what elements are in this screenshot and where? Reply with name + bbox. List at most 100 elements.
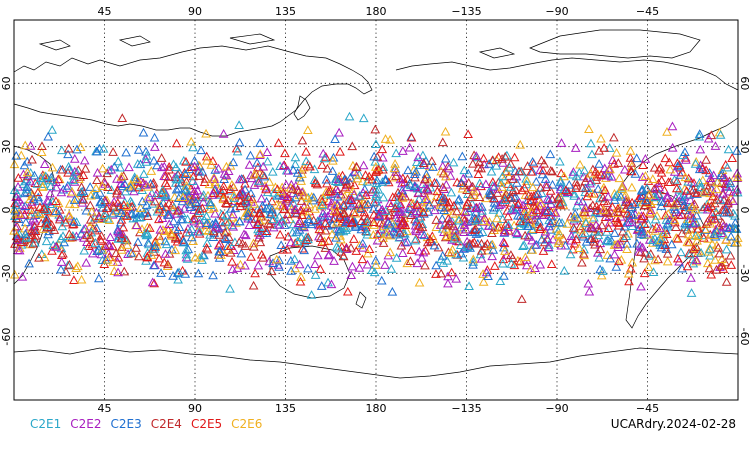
observation-marker — [18, 179, 29, 188]
observation-marker — [228, 209, 238, 219]
observation-marker — [341, 179, 352, 189]
observation-marker — [722, 198, 733, 208]
observation-marker — [625, 263, 636, 273]
observation-marker — [505, 158, 516, 168]
observation-marker — [583, 278, 594, 288]
observation-marker — [701, 180, 712, 190]
observation-marker — [594, 159, 604, 168]
observation-marker — [473, 169, 484, 179]
observation-marker — [261, 228, 272, 237]
observation-marker — [627, 210, 638, 219]
observation-marker — [222, 198, 232, 208]
observation-marker — [440, 232, 451, 242]
observation-marker — [701, 186, 712, 195]
observation-marker — [589, 233, 600, 243]
observation-marker — [150, 142, 160, 151]
observation-marker — [285, 255, 296, 265]
observation-marker — [358, 160, 369, 170]
observation-marker — [114, 227, 124, 237]
observation-marker — [692, 231, 703, 240]
observation-marker — [467, 158, 478, 168]
observation-marker — [578, 248, 589, 258]
observation-marker — [619, 164, 630, 174]
observation-marker — [49, 207, 59, 217]
observation-marker — [216, 209, 227, 219]
observation-marker — [688, 218, 699, 228]
observation-marker — [500, 190, 510, 199]
observation-marker — [254, 226, 265, 235]
observation-marker — [178, 155, 189, 165]
observation-marker — [590, 207, 601, 217]
observation-marker — [71, 263, 81, 273]
observation-marker — [337, 170, 348, 180]
observation-marker — [707, 208, 718, 218]
observation-marker — [168, 216, 179, 226]
observation-marker — [677, 209, 687, 219]
observation-marker — [511, 204, 522, 214]
observation-marker — [559, 184, 570, 193]
observation-marker — [351, 161, 362, 171]
observation-marker — [246, 252, 256, 261]
observation-marker — [644, 250, 654, 260]
lon-tick-label-top: −90 — [545, 5, 568, 18]
observation-marker — [41, 236, 52, 246]
observation-marker — [593, 230, 604, 240]
observation-marker — [555, 175, 566, 185]
observation-marker — [281, 179, 292, 189]
observation-marker — [39, 159, 50, 168]
observation-marker — [609, 228, 620, 237]
observation-marker — [487, 251, 498, 261]
observation-marker — [586, 221, 596, 231]
observation-marker — [19, 160, 30, 170]
observation-marker — [411, 206, 422, 215]
observation-marker — [346, 195, 357, 204]
lon-tick-label-top: 135 — [275, 5, 296, 18]
observation-marker — [624, 217, 635, 227]
observation-marker — [111, 248, 121, 258]
observation-marker — [584, 124, 594, 134]
observation-marker — [298, 191, 308, 200]
observation-marker — [685, 249, 695, 259]
observation-marker — [705, 218, 716, 228]
observation-marker — [181, 176, 192, 186]
observation-marker — [335, 230, 345, 240]
lat-tick-label-right: -60 — [738, 328, 750, 346]
observation-marker — [576, 224, 586, 234]
observation-marker — [362, 217, 373, 227]
observation-marker — [410, 235, 421, 245]
observation-marker — [598, 192, 608, 202]
observation-marker — [732, 184, 742, 194]
observation-marker — [612, 217, 623, 226]
observation-marker — [437, 195, 447, 204]
observation-marker — [126, 179, 136, 189]
observation-marker — [64, 259, 75, 269]
observation-marker — [67, 186, 77, 196]
observation-marker — [62, 180, 73, 190]
observation-marker — [639, 253, 649, 263]
observation-marker — [607, 201, 618, 211]
observation-marker — [129, 172, 140, 182]
observation-marker — [235, 201, 246, 211]
observation-marker — [256, 193, 267, 203]
observation-marker — [16, 210, 26, 219]
observation-marker — [511, 227, 521, 237]
observation-marker — [361, 190, 371, 199]
observation-marker — [694, 131, 705, 141]
observation-marker — [672, 253, 683, 263]
observation-marker — [623, 268, 634, 278]
observation-marker — [553, 192, 564, 202]
observation-marker — [201, 218, 212, 227]
lon-tick-label-bottom: −135 — [451, 402, 481, 415]
observation-marker — [536, 155, 547, 165]
observation-marker — [141, 179, 151, 189]
observation-marker — [137, 196, 148, 206]
observation-marker — [53, 198, 64, 208]
observation-marker — [164, 198, 174, 208]
observation-marker — [376, 275, 387, 285]
observation-marker — [438, 168, 449, 178]
observation-marker — [257, 170, 268, 179]
observation-marker — [49, 225, 60, 234]
observation-marker — [262, 147, 273, 157]
observation-marker — [371, 139, 381, 149]
observation-marker — [20, 229, 31, 238]
